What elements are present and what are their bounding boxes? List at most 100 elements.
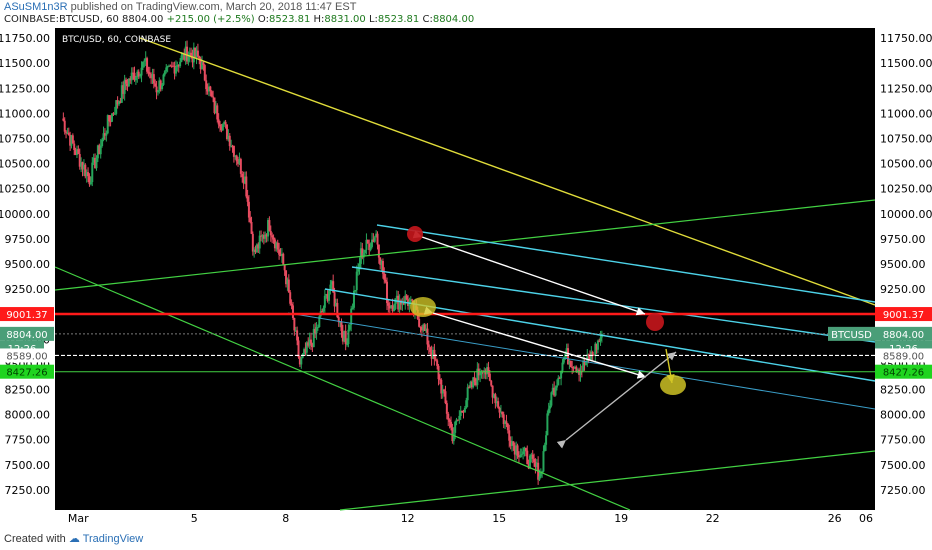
candle-body xyxy=(298,357,301,365)
candle-body xyxy=(89,182,92,185)
candle-body xyxy=(241,173,244,178)
arrow-low-projection xyxy=(556,351,677,449)
candle-body xyxy=(264,234,267,239)
candle-body xyxy=(304,349,307,353)
candle-body xyxy=(156,90,159,93)
candle-body xyxy=(376,233,379,245)
chart-title: BTC/USD, 60, COINBASE xyxy=(62,35,171,45)
candle-body xyxy=(549,405,551,409)
candle-body xyxy=(203,65,206,81)
candle-body xyxy=(169,65,172,67)
candle-body xyxy=(323,295,326,308)
candle-body xyxy=(273,239,276,249)
candle-body xyxy=(196,50,199,57)
candle-body xyxy=(188,52,191,57)
candle-body xyxy=(354,290,357,292)
candle-body xyxy=(394,298,397,309)
published-text: published on TradingView.com, March 20, … xyxy=(70,1,357,13)
candle-body xyxy=(249,217,252,223)
price-chart[interactable]: 11750.00 11750.00 11500.00 11500.00 11250.00… xyxy=(0,28,932,525)
candle-body xyxy=(462,411,465,413)
candle-body xyxy=(297,340,300,358)
candle-body xyxy=(103,133,106,136)
level-tag-left-8804-text: 8804.00 xyxy=(6,330,47,341)
y-tick-left: 10250.00 xyxy=(0,183,50,196)
candle-body xyxy=(372,239,375,242)
y-tick-left: 8250.00 xyxy=(5,384,51,397)
candle-body xyxy=(170,65,173,67)
marker-yellow-target xyxy=(660,375,686,395)
candle-body xyxy=(220,126,223,131)
candle-body xyxy=(383,273,386,280)
candle-body xyxy=(172,65,175,67)
y-tick-left: 7500.00 xyxy=(5,459,51,472)
candle-body xyxy=(404,295,407,305)
candle-body xyxy=(517,455,520,458)
candle-body xyxy=(550,392,553,406)
candle-body xyxy=(400,300,403,305)
candle-body xyxy=(584,362,587,366)
x-tick-label: Mar xyxy=(68,512,89,525)
candle-body xyxy=(385,281,388,304)
candle-body xyxy=(285,270,288,285)
candle-body xyxy=(202,62,205,66)
candle-body xyxy=(180,55,183,62)
level-tag-right-8427: 8427.26 xyxy=(875,364,932,379)
candle-body xyxy=(316,326,319,328)
candle-body xyxy=(509,440,512,446)
candle-body xyxy=(350,308,353,326)
candle-body xyxy=(192,47,195,63)
candle-body xyxy=(448,419,451,422)
level-tag-left-8427-text: 8427.26 xyxy=(6,368,47,379)
candle-body xyxy=(234,155,237,157)
tradingview-link[interactable]: TradingView xyxy=(82,533,144,545)
candle-body xyxy=(237,161,240,164)
y-tick-left: 9750.00 xyxy=(5,233,51,246)
candle-body xyxy=(101,139,104,147)
level-tag-left-9001-text: 9001.37 xyxy=(6,310,47,321)
candle-body xyxy=(190,52,193,56)
candle-body xyxy=(546,413,549,436)
x-tick-label: 8 xyxy=(282,512,289,525)
low-value: 8523.81 xyxy=(377,14,420,25)
author-link[interactable]: ASuSM1n3R xyxy=(4,1,68,13)
candle-body xyxy=(397,295,400,310)
candle-body xyxy=(278,249,281,255)
candle-body xyxy=(348,325,351,330)
candle-body xyxy=(223,121,226,125)
candle-body xyxy=(512,441,515,446)
candle-body xyxy=(459,410,462,416)
candle-body xyxy=(515,445,518,455)
level-tag-right-9001-text: 9001.37 xyxy=(883,310,924,321)
candle-body xyxy=(91,162,94,183)
candle-body xyxy=(179,61,182,67)
candle-body xyxy=(334,302,337,307)
level-tag-right-9001-box xyxy=(875,307,932,322)
candle-body xyxy=(561,362,564,371)
candle-body xyxy=(388,305,391,309)
candle-body xyxy=(433,349,436,360)
candle-body xyxy=(268,220,271,231)
level-tag-right-8804: 8804.00 xyxy=(875,326,932,341)
x-tick-label: 19 xyxy=(614,512,628,525)
candle-body xyxy=(166,66,169,68)
candle-body xyxy=(75,149,78,155)
y-tick-left: 9250.00 xyxy=(5,283,51,296)
candle-body xyxy=(454,421,457,433)
candle-body xyxy=(129,78,132,81)
open-label: O: xyxy=(257,14,269,25)
candle-body xyxy=(151,74,154,79)
candle-body xyxy=(70,135,73,146)
candle-body xyxy=(427,344,430,348)
candle-body xyxy=(555,385,558,388)
candle-body xyxy=(527,464,530,469)
candle-body xyxy=(340,321,343,332)
candle-body xyxy=(381,260,384,274)
candle-body xyxy=(225,124,228,140)
candle-body xyxy=(168,65,171,67)
candle-body xyxy=(539,472,542,477)
candle-body xyxy=(533,458,536,463)
candle-body xyxy=(177,65,180,67)
resistance-line xyxy=(139,37,876,306)
open-value: 8523.81 xyxy=(268,14,311,25)
